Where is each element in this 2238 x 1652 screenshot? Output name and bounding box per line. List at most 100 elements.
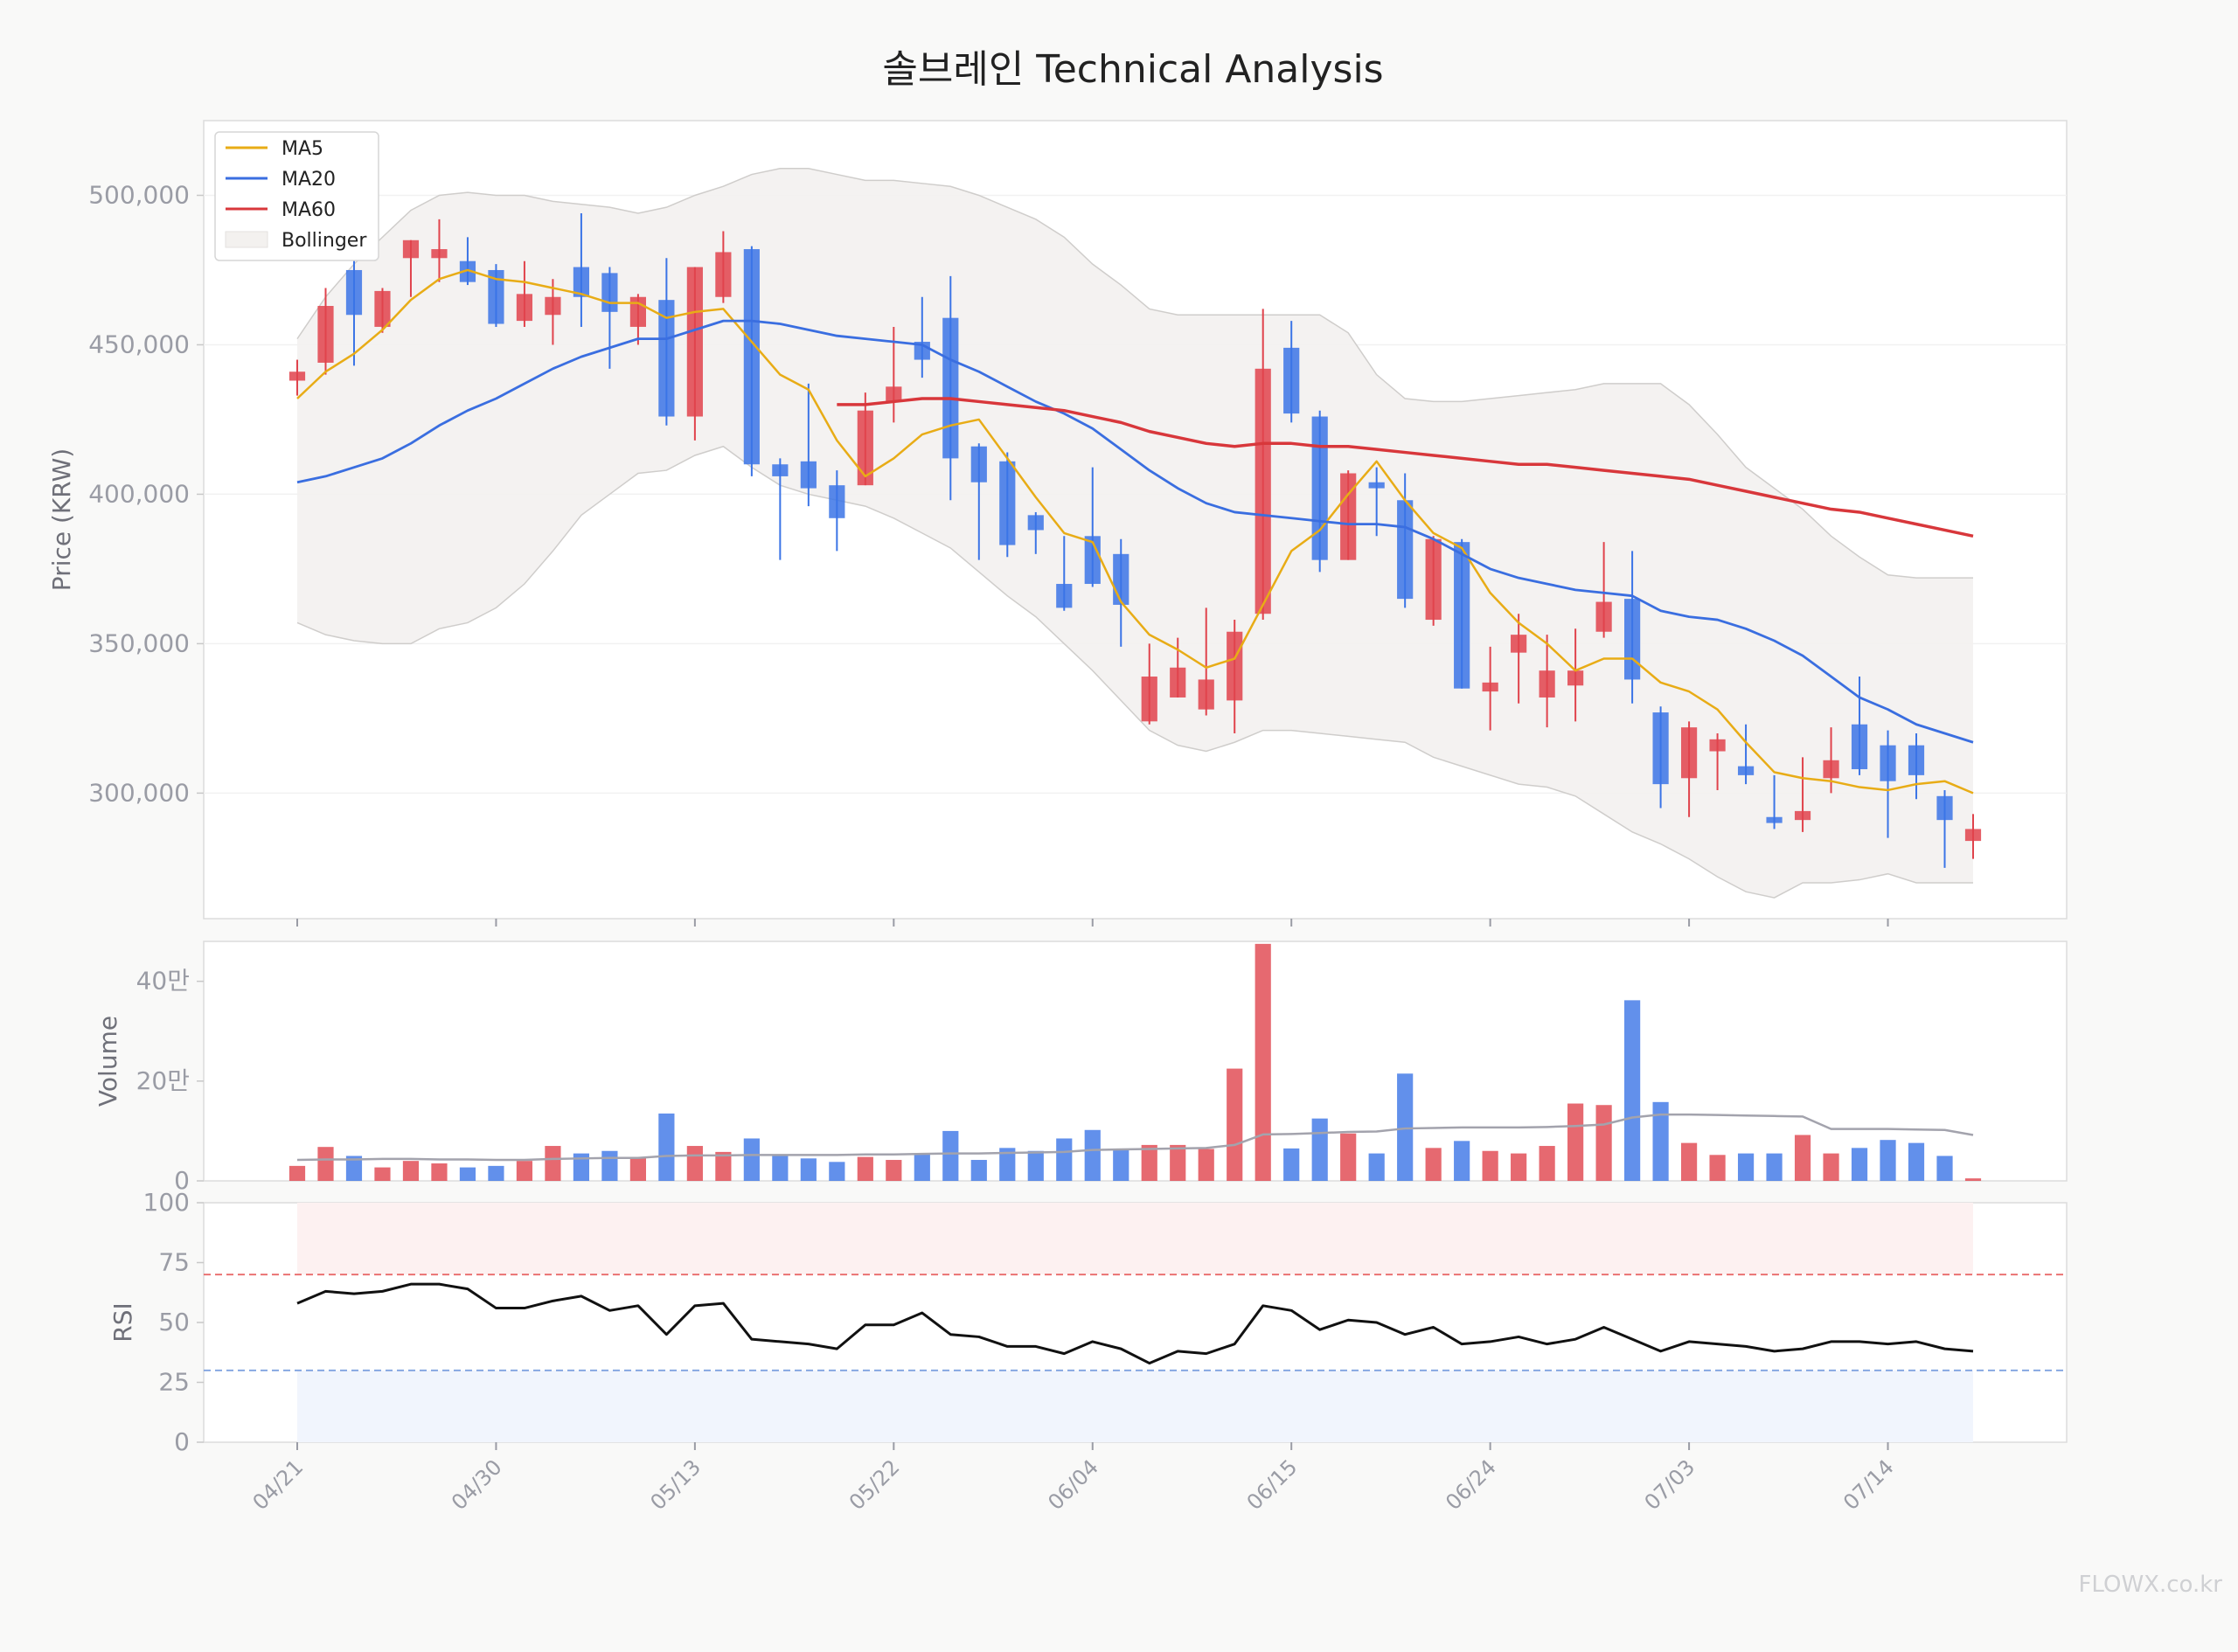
price-ytick-label: 300,000	[88, 778, 190, 807]
volume-bar	[1794, 1135, 1811, 1181]
volume-bar	[1113, 1149, 1129, 1181]
volume-bar	[999, 1148, 1016, 1181]
candle-body	[772, 464, 789, 476]
legend-label: MA60	[281, 199, 336, 221]
candle-body	[1908, 745, 1925, 775]
volume-bar	[1511, 1153, 1527, 1181]
candle-body	[573, 267, 590, 297]
rsi-oversold-zone	[297, 1370, 1973, 1442]
volume-bar	[1255, 943, 1271, 1181]
price-ytick-label: 500,000	[88, 180, 190, 209]
candle-body	[1283, 347, 1300, 414]
candle-body	[658, 300, 675, 417]
volume-bar	[1936, 1156, 1953, 1181]
candle-body	[1511, 635, 1527, 653]
volume-bar	[1880, 1140, 1896, 1181]
candle-body	[1482, 682, 1498, 692]
volume-bar	[317, 1147, 334, 1181]
candle-body	[1880, 745, 1896, 781]
candle-body	[1368, 482, 1385, 489]
candle-body	[317, 306, 334, 363]
candle-body	[1539, 670, 1555, 698]
candle-body	[402, 239, 420, 259]
candle-body	[1964, 829, 1982, 842]
candle-body	[1056, 584, 1073, 608]
candle-body	[999, 461, 1016, 545]
volume-bar	[800, 1158, 817, 1181]
volume-bar	[1056, 1138, 1073, 1181]
volume-bar	[1624, 1000, 1641, 1181]
volume-bar	[1766, 1153, 1783, 1181]
candle-body	[1340, 473, 1357, 560]
volume-bar	[1680, 1142, 1698, 1181]
legend-label: MA20	[281, 169, 336, 191]
volume-bar	[1482, 1150, 1498, 1181]
volume-bar	[1027, 1150, 1044, 1181]
volume-bar	[1851, 1148, 1868, 1181]
candle-body	[601, 273, 618, 312]
volume-bar	[1283, 1148, 1300, 1181]
volume-bar	[942, 1130, 959, 1181]
candle-body	[1141, 677, 1157, 722]
candle-body	[1766, 816, 1783, 823]
candle-body	[345, 269, 363, 316]
price-ylabel: Price (KRW)	[47, 448, 76, 591]
candle-body	[829, 485, 845, 518]
xtick-label: 07/03	[1640, 1454, 1700, 1515]
volume-ytick-label: 20만	[136, 1066, 190, 1095]
candle-body	[459, 260, 476, 282]
candle-body	[1454, 542, 1470, 689]
rsi-ytick-label: 25	[158, 1368, 190, 1397]
candle-body	[1936, 795, 1953, 821]
rsi-ytick-label: 50	[158, 1308, 190, 1336]
candle-body	[1823, 760, 1839, 779]
candle-body	[1027, 515, 1044, 531]
candle-body	[545, 296, 561, 316]
candle-body	[1567, 670, 1584, 686]
volume-bar	[743, 1138, 760, 1181]
volume-bar	[1170, 1144, 1186, 1181]
volume-bar	[886, 1160, 902, 1181]
volume-bar	[1454, 1141, 1470, 1181]
volume-bar	[1425, 1148, 1442, 1181]
volume-bar	[658, 1113, 675, 1181]
ma20-line	[296, 319, 1974, 744]
volume-bar	[459, 1167, 476, 1181]
candle-body	[970, 446, 987, 482]
candle-body	[516, 294, 533, 322]
candle-body	[488, 269, 504, 324]
rsi-line	[296, 1282, 1974, 1365]
volume-bar	[1340, 1133, 1357, 1181]
candle-body	[800, 461, 817, 489]
candle-body	[1255, 368, 1271, 614]
volume-bar	[1652, 1101, 1669, 1181]
volume-bar	[857, 1156, 873, 1181]
volume-ylabel: Volume	[94, 1016, 122, 1107]
watermark: FLOWX.co.kr	[2078, 1572, 2222, 1598]
volume-bar	[1737, 1153, 1755, 1181]
candle-body	[1737, 766, 1755, 775]
rsi-ytick-label: 0	[174, 1427, 190, 1456]
volume-bar	[288, 1165, 306, 1181]
price-ytick-label: 400,000	[88, 479, 190, 508]
candle-body	[1595, 601, 1612, 632]
candle-body	[1397, 500, 1414, 600]
candle-body	[743, 249, 760, 465]
candle-body	[1425, 538, 1442, 621]
volume-bar	[374, 1167, 391, 1181]
bollinger-band-area	[297, 168, 1973, 899]
rsi-ylabel: RSI	[108, 1302, 137, 1343]
price-legend: MA5 MA20 MA60 Bollinger	[214, 131, 379, 261]
xtick-label: 06/24	[1441, 1454, 1501, 1515]
volume-panel-frame	[203, 941, 2068, 1182]
volume-ma-line	[296, 1113, 1974, 1162]
candle-body	[886, 386, 902, 402]
volume-ytick-label: 40만	[136, 967, 190, 996]
candle-body	[1198, 679, 1214, 710]
candle-body	[1311, 416, 1328, 560]
candle-body	[374, 290, 391, 327]
volume-bar	[1964, 1178, 1982, 1181]
candle-body	[1624, 599, 1641, 680]
